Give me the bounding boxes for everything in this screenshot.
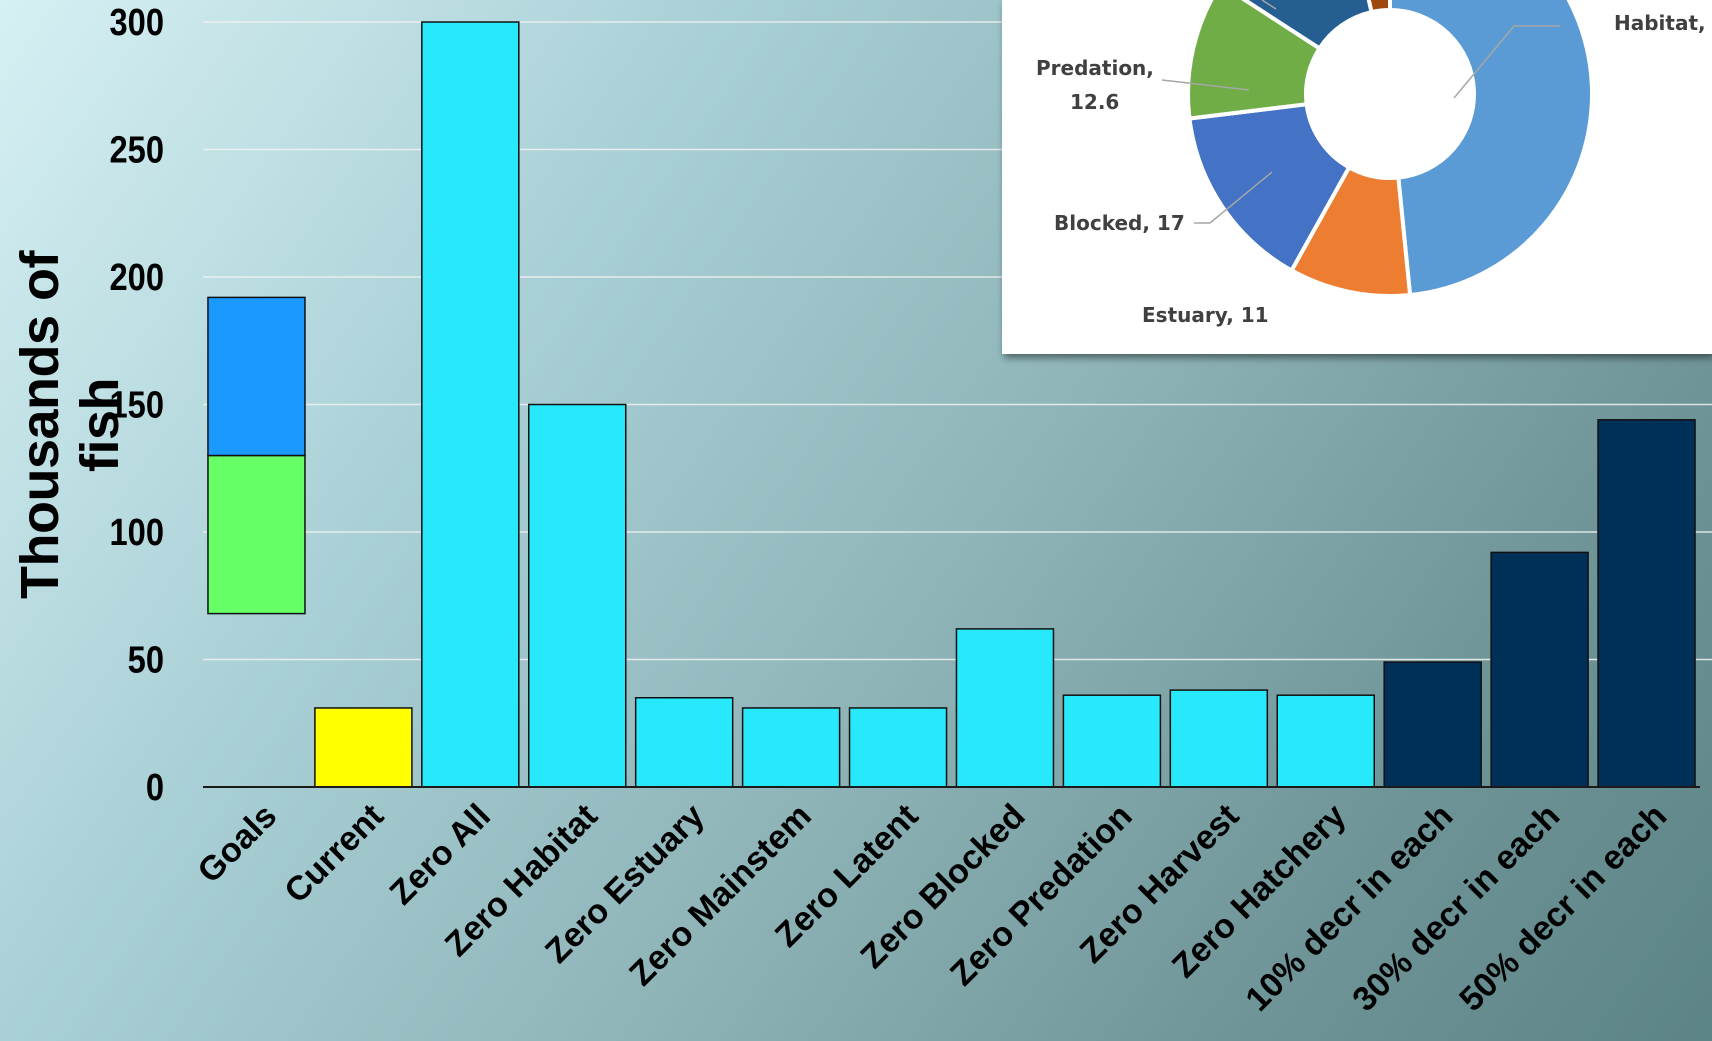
donut-slice [1366,0,1392,15]
y-tick-label: 150 [109,383,164,426]
y-tick-label: 250 [109,128,164,171]
leader-line-habitat [1453,25,1560,99]
bar [1383,661,1482,788]
bar [634,697,734,788]
bar [207,296,306,457]
donut-slice [1241,0,1374,52]
leader-line-top [1261,0,1277,10]
donut-label-predation-value: 12.6 [1070,90,1120,114]
x-tick-label: Current [277,797,391,911]
y-tick-label: 100 [109,511,164,554]
x-tick-label: Zero Predation [943,797,1140,994]
bar [1276,694,1375,788]
donut-label-habitat: Habitat, [1614,11,1706,35]
y-tick-label: 50 [128,638,164,681]
leader-line-predation [1161,79,1250,91]
bar [1062,694,1162,788]
y-axis-label: Thousands of fish [10,251,130,599]
donut-label-predation: Predation, [1036,56,1154,80]
donut-slice [1186,0,1323,121]
bar [421,21,520,788]
bar [528,403,627,788]
bar [1597,419,1696,788]
donut-slices [1186,0,1594,298]
donut-label-estuary: Estuary, 11 [1142,303,1269,327]
x-tick-label: 30% decr in each [1345,797,1567,1019]
donut-chart-inset: Habitat, Predation, 12.6 Blocked, 17 Est… [1002,0,1712,354]
x-tick-label: 10% decr in each [1238,797,1460,1019]
y-tick-labels: 0 50 100 150 200 250 300 [109,1,164,809]
bar [741,707,841,788]
leader-line-blocked [1194,171,1273,224]
bar [848,707,948,788]
donut-slice [1388,0,1594,298]
x-tick-label: 50% decr in each [1452,797,1674,1019]
bar [207,454,306,615]
donut-chart [1161,0,1594,298]
x-tick-label: Goals [190,797,284,891]
bar [314,707,413,788]
bar [1490,551,1589,788]
y-tick-label: 0 [146,766,164,809]
bar [1169,689,1269,788]
donut-label-blocked: Blocked, 17 [1054,211,1185,235]
y-tick-label: 200 [109,256,164,299]
leader-lines [1161,0,1560,224]
bar [955,628,1055,788]
bars [207,21,1696,788]
x-tick-label: Zero Mainstem [622,797,819,994]
donut-slice [1187,101,1352,274]
y-tick-label: 300 [109,1,164,44]
